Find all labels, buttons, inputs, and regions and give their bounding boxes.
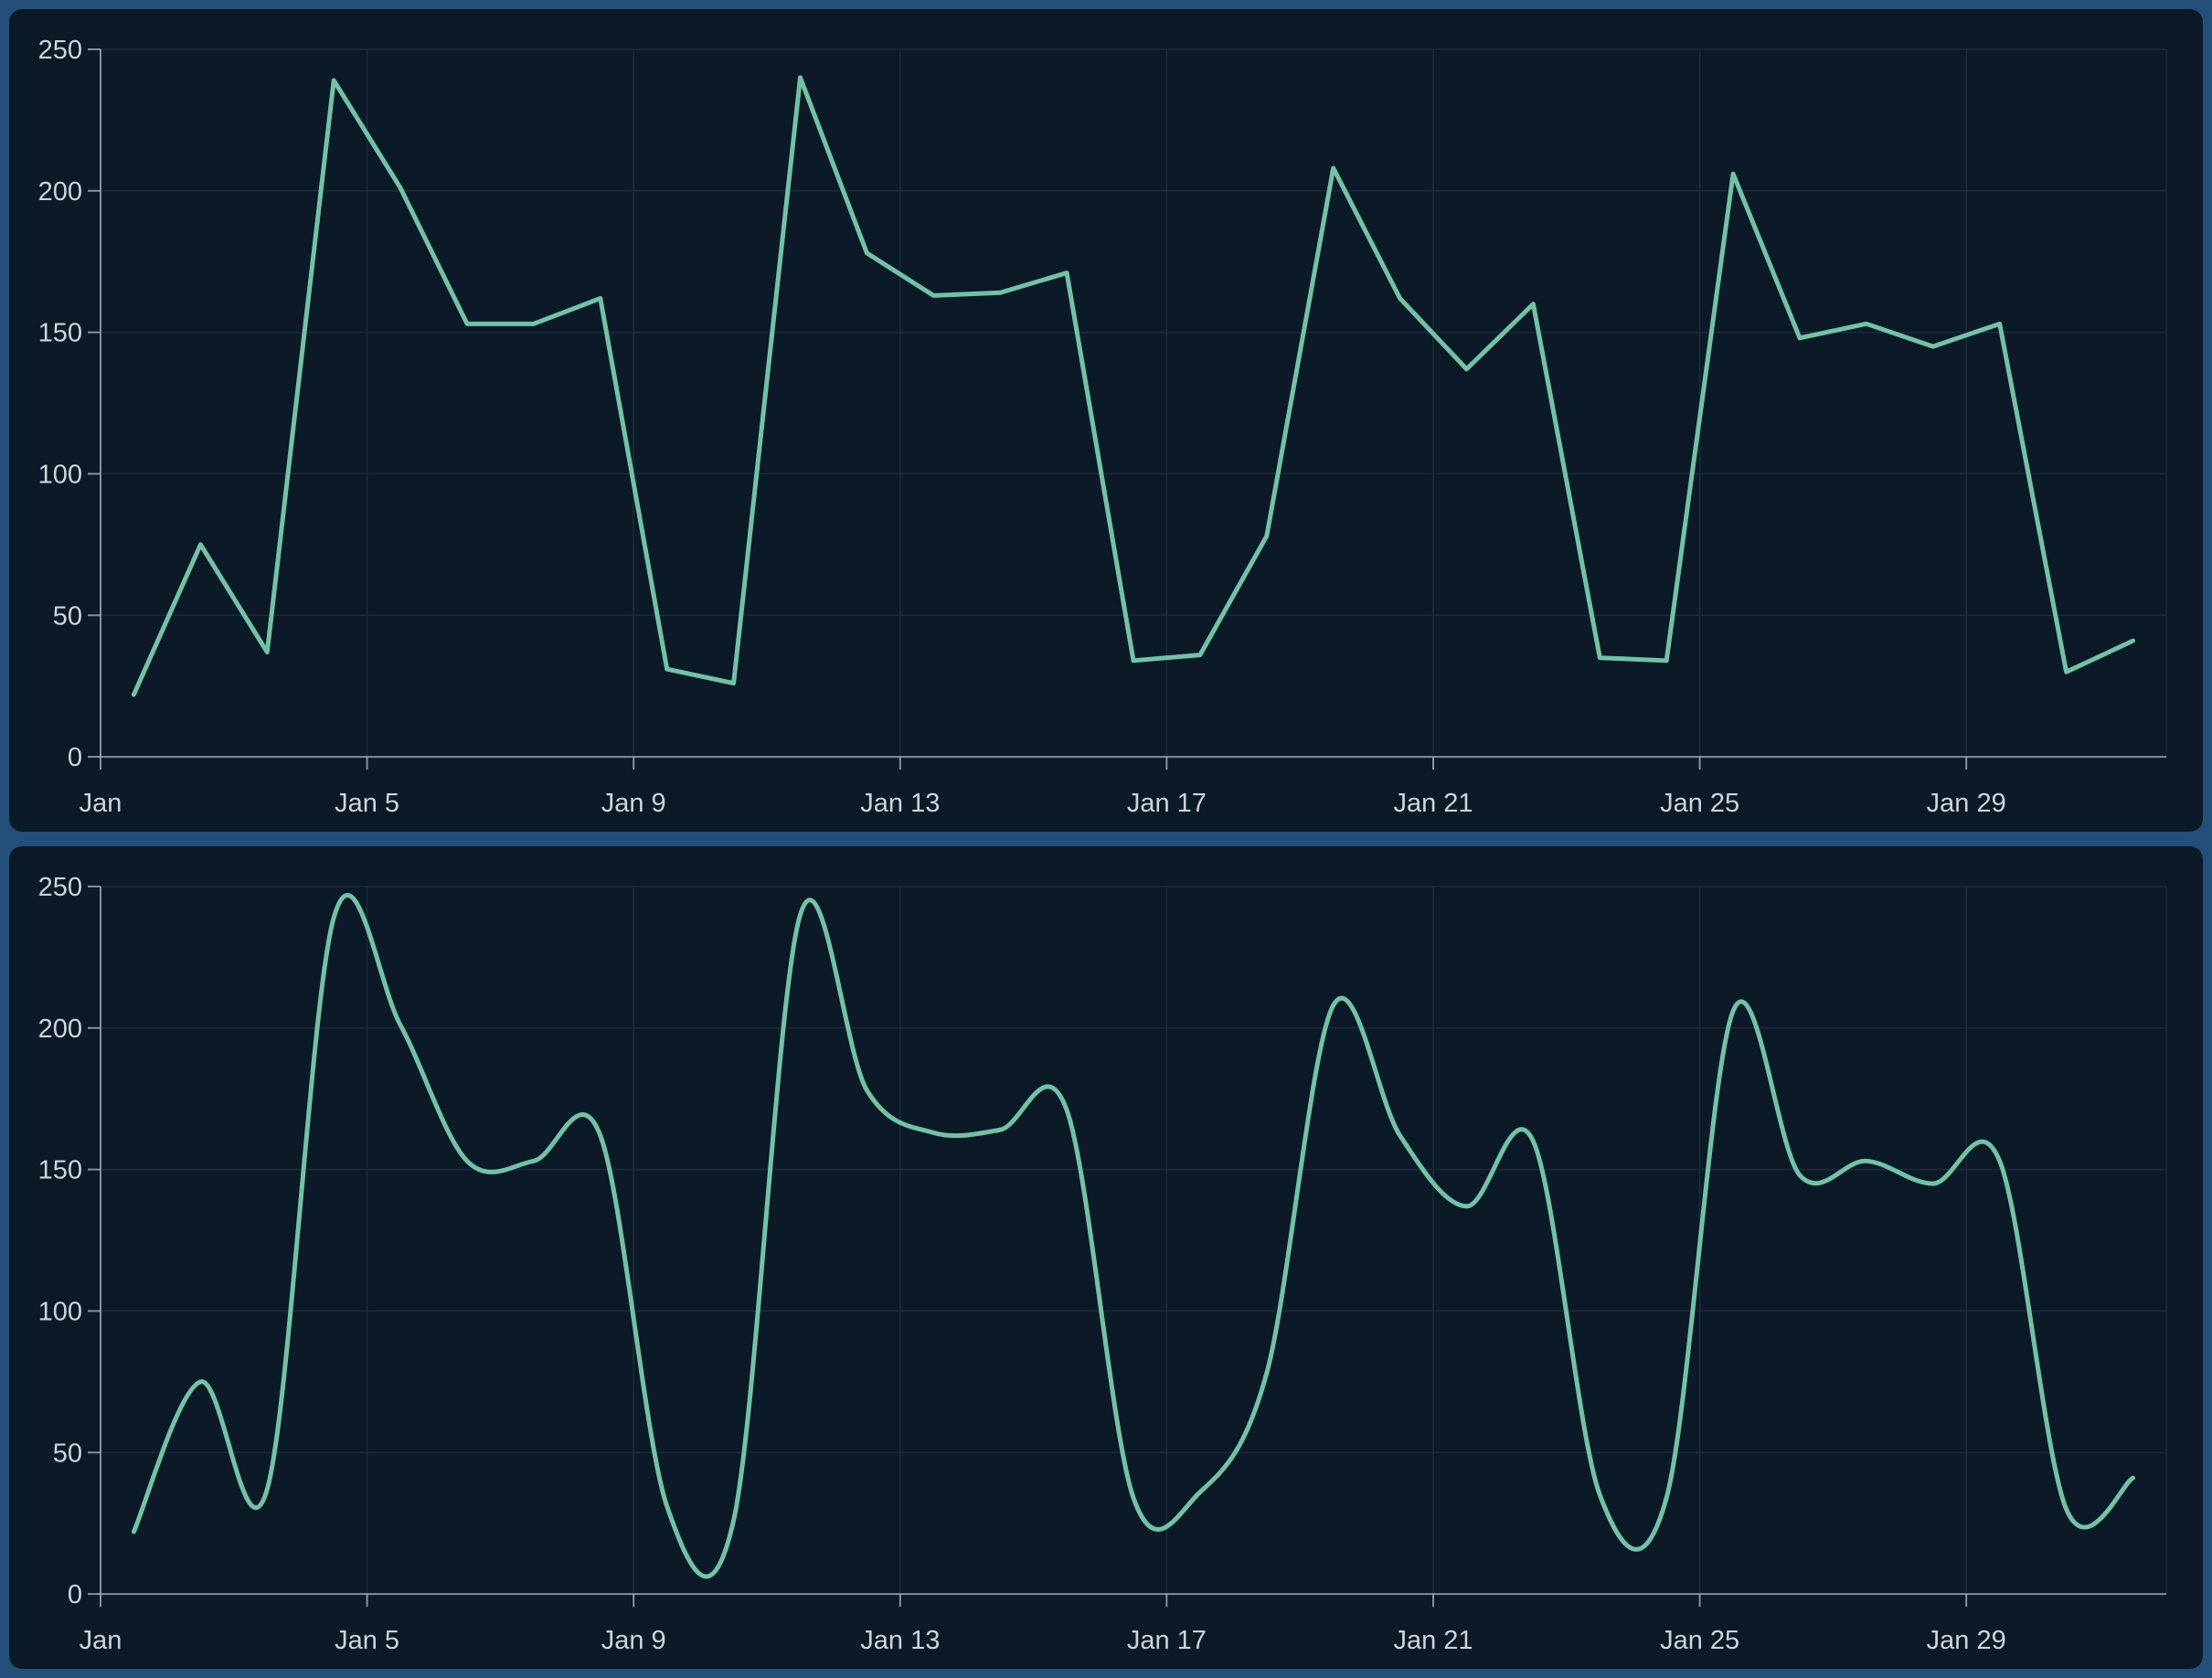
y-tick-label: 0 <box>68 743 82 772</box>
y-tick-label: 150 <box>38 1156 82 1185</box>
y-tick-label: 200 <box>38 1014 82 1044</box>
series-line <box>131 893 2135 1579</box>
tick-marks <box>88 885 1968 1608</box>
x-tick-label: Jan 17 <box>1127 789 1207 818</box>
x-tick-label: Jan 9 <box>601 789 666 818</box>
y-gridlines <box>101 886 2166 1454</box>
x-tick-label: Jan 13 <box>860 1626 940 1655</box>
x-tick-label: Jan 17 <box>1127 1626 1207 1655</box>
chart-panel-linear: Jan Jan 5 Jan 9 Jan 13 Jan 17 Jan 21 Jan 25 Jan… <box>9 9 2203 832</box>
y-tick-label: 100 <box>38 1297 82 1326</box>
line-chart-smooth[interactable]: Jan Jan 5 Jan 9 Jan 13 Jan 17 Jan 21 Jan 25 Jan… <box>9 846 2203 1669</box>
y-tick-label: 250 <box>38 36 82 65</box>
x-tick-label: Jan 21 <box>1393 1626 1473 1655</box>
x-tick-label: Jan 25 <box>1660 1626 1739 1655</box>
axes <box>100 48 2166 759</box>
x-tick-label: Jan <box>80 789 122 818</box>
x-tick-label: Jan 29 <box>1927 789 2006 818</box>
x-gridlines <box>100 48 2167 758</box>
y-tick-label: 250 <box>38 873 82 902</box>
line-chart-linear[interactable]: Jan Jan 5 Jan 9 Jan 13 Jan 17 Jan 21 Jan 25 Jan… <box>9 9 2203 832</box>
y-tick-label: 50 <box>53 601 82 631</box>
x-tick-label: Jan 21 <box>1393 789 1473 818</box>
x-gridlines <box>100 886 2167 1595</box>
tick-labels: Jan Jan 5 Jan 9 Jan 13 Jan 17 Jan 21 Jan 25 Jan… <box>38 36 2006 818</box>
tick-marks <box>88 48 1968 770</box>
x-tick-label: Jan 9 <box>601 1626 666 1655</box>
x-tick-label: Jan <box>80 1626 122 1655</box>
x-tick-label: Jan 25 <box>1660 789 1739 818</box>
axes <box>100 886 2166 1596</box>
x-tick-label: Jan 5 <box>335 1626 399 1655</box>
chart-panel-smooth: Jan Jan 5 Jan 9 Jan 13 Jan 17 Jan 21 Jan 25 Jan… <box>9 846 2203 1669</box>
x-tick-label: Jan 13 <box>860 789 940 818</box>
y-tick-label: 0 <box>68 1580 82 1609</box>
y-tick-label: 200 <box>38 177 82 207</box>
y-tick-label: 100 <box>38 460 82 489</box>
y-tick-label: 50 <box>53 1439 82 1468</box>
y-gridlines <box>101 48 2166 617</box>
series-line <box>131 75 2135 697</box>
tick-labels: Jan Jan 5 Jan 9 Jan 13 Jan 17 Jan 21 Jan 25 Jan… <box>38 873 2006 1655</box>
x-tick-label: Jan 5 <box>335 789 399 818</box>
y-tick-label: 150 <box>38 319 82 348</box>
x-tick-label: Jan 29 <box>1927 1626 2006 1655</box>
